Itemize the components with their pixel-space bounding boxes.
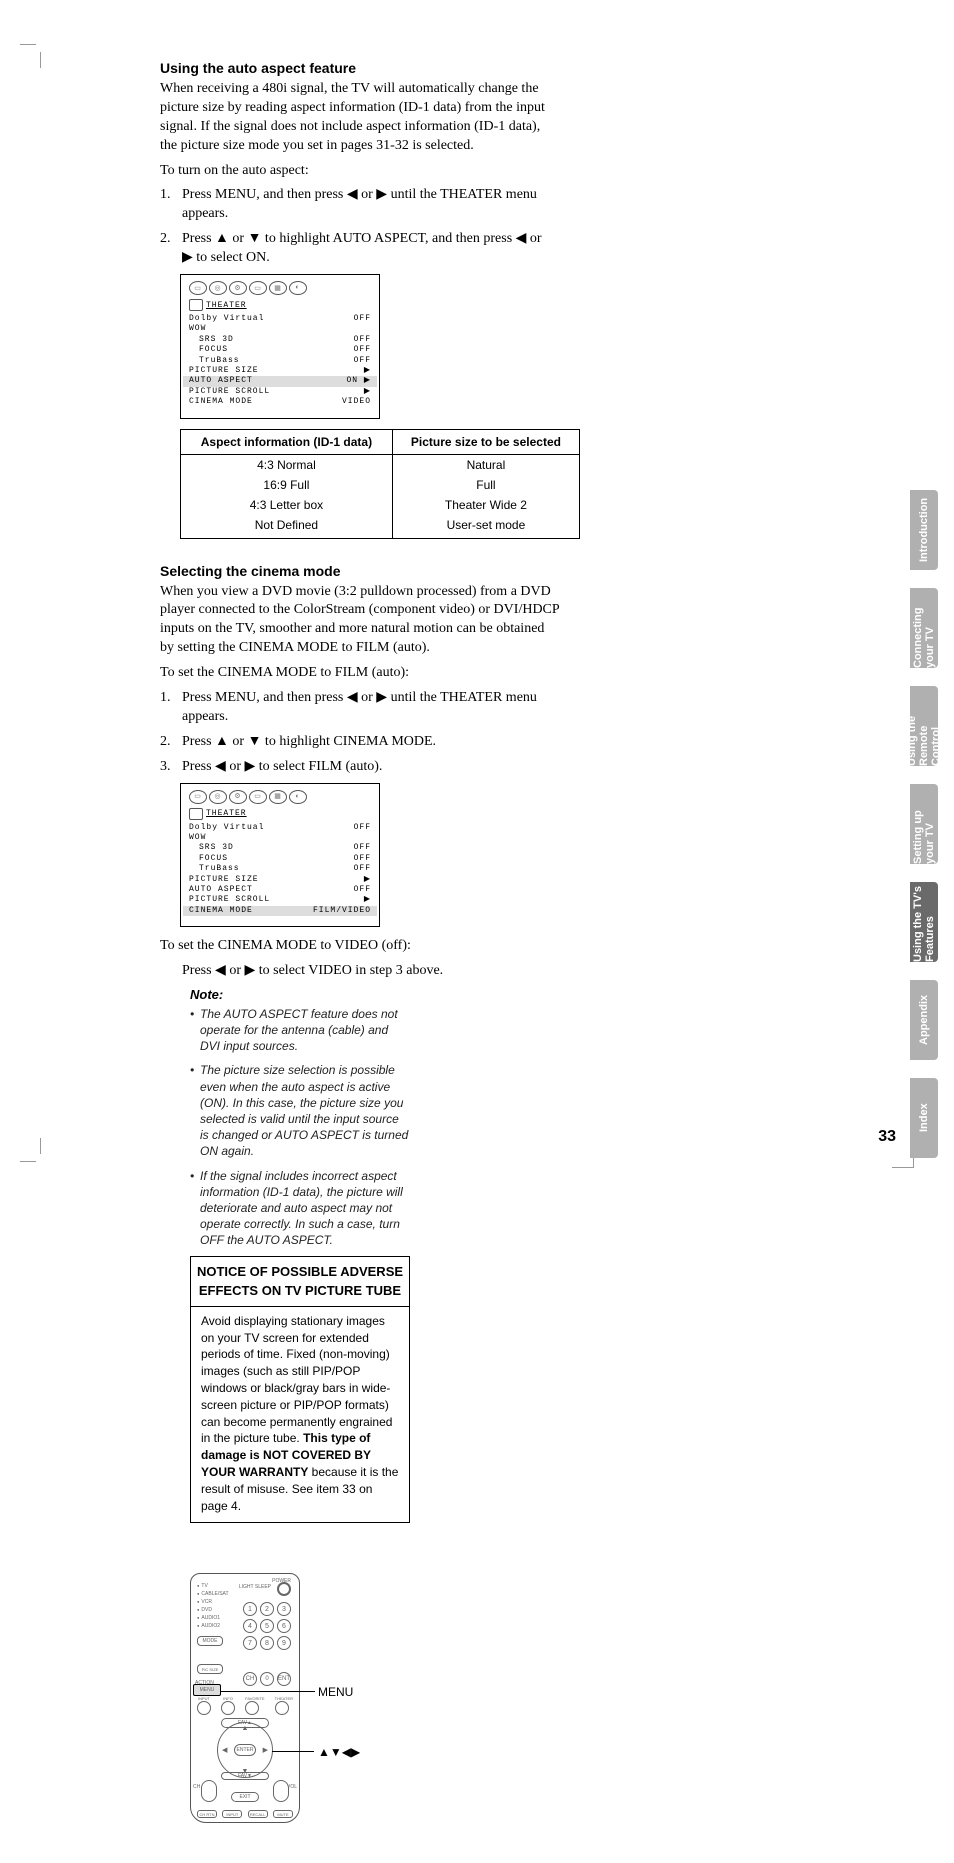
remote-label: LIGHT SLEEP [239,1584,271,1590]
osd-row: FOCUSOFF [189,345,371,355]
section-heading: Selecting the cinema mode [160,563,560,579]
body-text: To set the CINEMA MODE to FILM (auto): [160,664,560,683]
note-heading: Note: [190,987,410,1002]
osd-row: SRS 3DOFF [189,335,371,345]
osd-row: PICTURE SCROLL▶ [189,387,371,397]
step-content: Press MENU, and then press ◀ or ▶ until … [182,187,537,221]
step-content: Press ◀ or ▶ to select FILM (auto). [182,759,382,774]
notice-title: NOTICE OF POSSIBLE ADVERSE EFFECTS ON TV… [191,1257,409,1306]
table-row: 4:3 NormalNatural [181,454,580,475]
side-tab: Using the Remote Control [910,686,938,766]
note-list: The AUTO ASPECT feature does not operate… [190,1006,410,1249]
callout-line [272,1751,314,1752]
step-text: 1.Press MENU, and then press ◀ or ▶ unti… [160,689,560,727]
step-text: 2.Press ▲ or ▼ to highlight AUTO ASPECT,… [160,230,560,268]
exit-button: EXIT [231,1792,259,1802]
osd-menu-2: ▭◎⚙▭▦◐ THEATER Dolby VirtualOFFWOWSRS 3D… [180,783,380,928]
mode-button: MODE [197,1636,223,1646]
picsize-button: PIC SIZE [197,1664,223,1674]
osd-row: FOCUSOFF [189,854,371,864]
side-tab: Using the TV's Features [910,882,938,962]
osd-tab-icons: ▭◎⚙▭▦◐ [189,281,371,295]
cropmark [20,44,36,45]
remote-label: ACTION [195,1680,214,1686]
side-tab: Appendix [910,980,938,1060]
side-tab: Connecting your TV [910,588,938,668]
table-header: Aspect information (ID-1 data) [181,429,393,454]
dpad: ▲▼◀▶ ENTER [217,1722,273,1778]
side-tab: Setting up your TV [910,784,938,864]
table-row: 16:9 FullFull [181,475,580,495]
body-text: To turn on the auto aspect: [160,162,560,181]
note-item: The AUTO ASPECT feature does not operate… [190,1006,410,1055]
table-row: Not DefinedUser-set mode [181,515,580,539]
osd-title: THEATER [189,299,371,311]
osd-row: AUTO ASPECTON ▶ [183,376,377,386]
numpad: 123456789 [243,1602,291,1650]
osd-row: Dolby VirtualOFF [189,314,371,324]
step-content: Press MENU, and then press ◀ or ▶ until … [182,690,537,724]
cropmark [40,1138,41,1154]
step-content: Press ▲ or ▼ to highlight AUTO ASPECT, a… [182,231,542,246]
zero-row: CH0ENT [243,1672,291,1686]
callout-menu: MENU [318,1685,353,1699]
table-row: 4:3 Letter boxTheater Wide 2 [181,495,580,515]
note-item: The picture size selection is possible e… [190,1062,410,1159]
table-header: Picture size to be selected [392,429,579,454]
body-text: When you view a DVD movie (3:2 pulldown … [160,583,560,659]
osd-row: PICTURE SIZE▶ [189,366,371,376]
osd-tab-icons: ▭◎⚙▭▦◐ [189,790,371,804]
notice-body: Avoid displaying stationary images on yo… [201,1314,392,1446]
osd-row: TruBassOFF [189,356,371,366]
section-heading: Using the auto aspect feature [160,60,560,76]
notice-box: NOTICE OF POSSIBLE ADVERSE EFFECTS ON TV… [190,1256,410,1523]
osd-row: WOW [189,833,371,843]
side-tab: Index [910,1078,938,1158]
cropmark [20,1161,36,1162]
side-tab: Introduction [910,490,938,570]
remote-body: TVCABLE/SATVCRDVDAUDIO1AUDIO2 LIGHT SLEE… [190,1573,300,1823]
body-text: Press ◀ or ▶ to select VIDEO in step 3 a… [160,962,560,981]
osd-menu-1: ▭◎⚙▭▦◐ THEATER Dolby VirtualOFFWOWSRS 3D… [180,274,380,419]
aspect-table: Aspect information (ID-1 data)Picture si… [180,429,580,539]
osd-row: PICTURE SCROLL▶ [189,895,371,905]
step-text: 2.Press ▲ or ▼ to highlight CINEMA MODE. [160,733,560,752]
remote-diagram: TVCABLE/SATVCRDVDAUDIO1AUDIO2 LIGHT SLEE… [190,1573,410,1823]
remote-label: POWER [272,1578,291,1584]
osd-row: AUTO ASPECTOFF [189,885,371,895]
body-text: When receiving a 480i signal, the TV wil… [160,80,560,156]
osd-title: THEATER [189,808,371,820]
menu-row: INPUT INFO FAVORITE THEATER [197,1696,293,1715]
osd-row: WOW [189,324,371,334]
side-tabs: Introduction Connecting your TV Using the … [910,490,938,1158]
remote-label: CH [193,1784,200,1790]
step-text: 1.Press MENU, and then press ◀ or ▶ unti… [160,186,560,224]
osd-row: CINEMA MODEVIDEO [189,397,371,407]
step-content: ▶ to select ON. [182,250,270,265]
osd-row: PICTURE SIZE▶ [189,875,371,885]
step-text: 3.Press ◀ or ▶ to select FILM (auto). [160,758,560,777]
osd-row: Dolby VirtualOFF [189,823,371,833]
remote-mode-list: TVCABLE/SATVCRDVDAUDIO1AUDIO2 [197,1582,229,1630]
cropmark [40,52,41,68]
page-number: 33 [878,1128,896,1146]
remote-label: VOL [287,1784,297,1790]
fav-button: FAV▼ [221,1772,269,1780]
enter-button: ENTER [234,1744,256,1756]
step-content: Press ▲ or ▼ to highlight CINEMA MODE. [182,734,436,749]
osd-row: CINEMA MODEFILM/VIDEO [183,906,377,916]
osd-row: TruBassOFF [189,864,371,874]
osd-row: SRS 3DOFF [189,843,371,853]
callout-arrows: ▲▼◀▶ [318,1745,360,1759]
callout-line [220,1691,315,1692]
note-item: If the signal includes incorrect aspect … [190,1168,410,1249]
power-icon [277,1582,291,1596]
bottom-row: CH RTNINPUTRECALLMUTE [197,1810,293,1818]
body-text: To set the CINEMA MODE to VIDEO (off): [160,937,560,956]
